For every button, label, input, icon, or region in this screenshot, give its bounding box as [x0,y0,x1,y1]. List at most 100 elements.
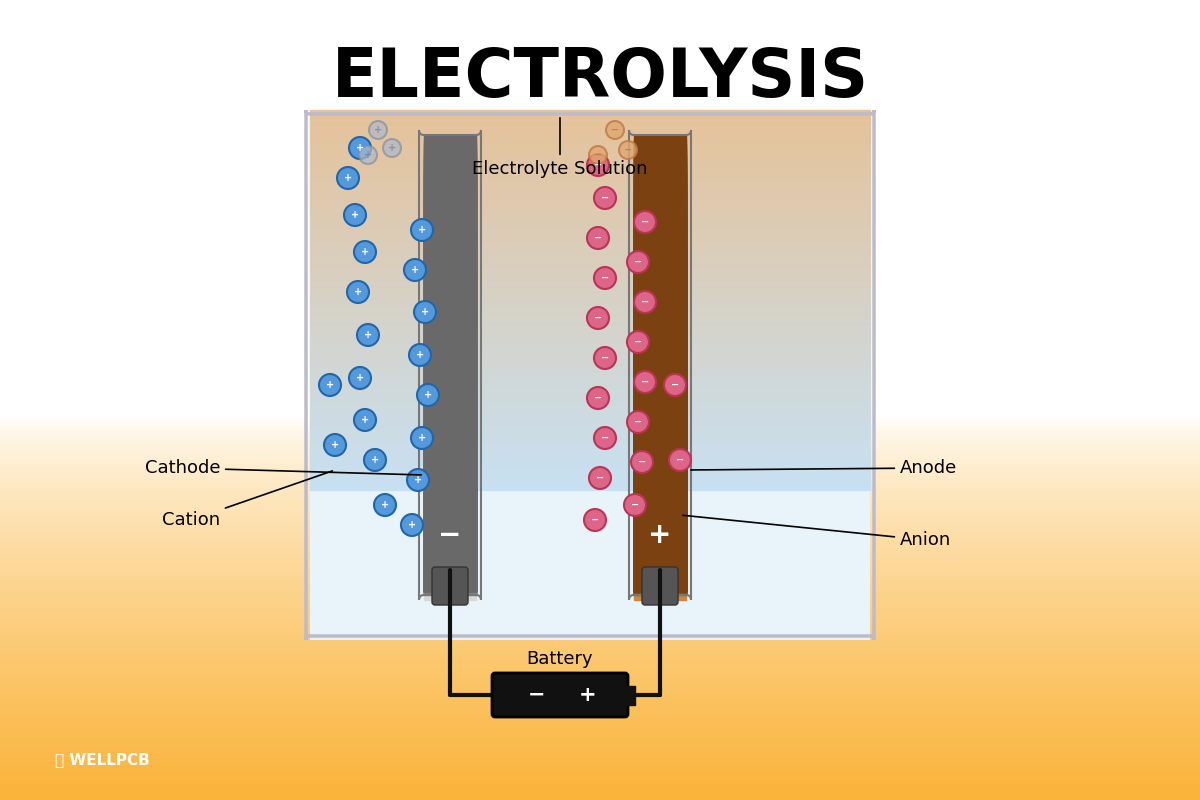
Bar [310,119,870,120]
Circle shape [628,251,649,273]
Bar [310,486,870,487]
Bar [0,530,1200,532]
Text: −: − [631,500,640,510]
Bar [310,233,870,234]
Bar [0,788,1200,790]
Bar [310,463,870,465]
Bar [310,143,870,144]
Bar [0,20,1200,22]
Bar [310,166,870,167]
Bar [0,332,1200,334]
Bar [424,520,476,594]
Bar [0,138,1200,140]
Bar [310,271,870,272]
Bar [0,614,1200,616]
Bar [0,798,1200,800]
Bar [0,136,1200,138]
Bar [310,230,870,231]
Bar [310,458,870,459]
Text: +: + [374,125,382,135]
Bar [310,137,870,138]
Bar [310,205,870,206]
Text: +: + [648,521,672,549]
Bar [0,514,1200,516]
Bar [634,149,686,590]
Bar [310,459,870,461]
Bar [0,202,1200,204]
Bar [0,730,1200,732]
Bar [310,241,870,242]
Bar [0,608,1200,610]
Bar [0,88,1200,90]
Bar [0,584,1200,586]
Text: +: + [356,143,364,153]
Bar [0,692,1200,694]
Bar [424,196,476,591]
Bar [424,595,476,600]
Bar [310,226,870,228]
Bar [424,224,476,591]
Text: −: − [676,455,684,465]
Bar [310,404,870,405]
Bar [0,684,1200,686]
Bar [424,229,476,591]
Bar [0,76,1200,78]
Circle shape [606,121,624,139]
Bar [310,475,870,476]
Bar [0,52,1200,54]
Bar [310,180,870,181]
Bar [310,367,870,368]
Bar [0,56,1200,58]
Circle shape [594,267,616,289]
Bar [0,394,1200,396]
Bar [0,280,1200,282]
Bar [310,365,870,366]
Bar [634,393,686,594]
Bar [310,335,870,337]
Bar [0,210,1200,212]
Bar [0,390,1200,392]
Circle shape [409,344,431,366]
Bar [0,148,1200,150]
Text: Cation: Cation [162,471,332,529]
Bar [424,332,476,593]
Bar [0,6,1200,8]
Circle shape [594,187,616,209]
Text: Anode: Anode [691,459,958,477]
Bar [310,148,870,150]
Bar [0,546,1200,548]
Bar [310,487,870,489]
Bar [0,604,1200,606]
Bar [310,110,870,111]
Bar [424,384,476,593]
Bar [424,322,476,593]
Bar [634,586,686,595]
Bar [310,320,870,322]
Bar [0,58,1200,60]
Bar [0,634,1200,636]
Bar [310,432,870,433]
Bar [0,16,1200,18]
Bar [0,100,1200,102]
Bar [0,268,1200,270]
Circle shape [634,371,656,393]
Bar [0,586,1200,588]
Bar [424,309,476,592]
Bar [310,376,870,378]
Text: +: + [424,390,432,400]
Bar [310,438,870,439]
Bar [634,309,686,592]
Bar [310,337,870,338]
Bar [0,184,1200,186]
Bar [310,452,870,454]
Bar [0,154,1200,156]
Bar [0,354,1200,356]
Bar [310,391,870,393]
Bar [310,218,870,219]
Circle shape [418,384,439,406]
Bar [0,12,1200,14]
Bar [310,322,870,324]
Bar [0,648,1200,650]
Bar [310,370,870,371]
Bar [0,498,1200,500]
